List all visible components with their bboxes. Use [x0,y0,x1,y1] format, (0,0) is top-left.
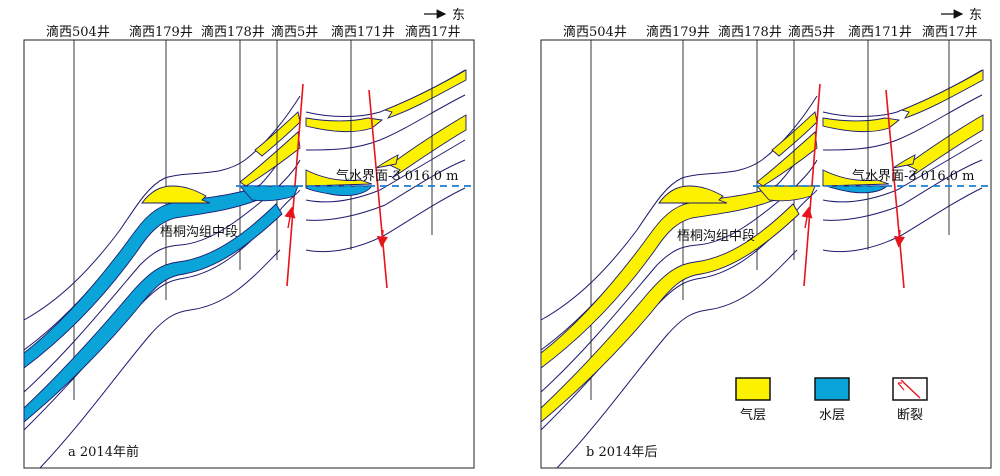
water-near-contact-right [828,185,889,194]
gas-layer-right-block [305,169,373,187]
water-layer-lower [23,203,283,423]
water-near-contact-right [305,185,373,197]
legend-gas-swatch [735,377,771,401]
legend-fault-swatch [892,377,928,401]
legend-fault-label: 断裂 [897,408,923,423]
gas-layer-lower [540,203,800,423]
gas-cap-crest [141,185,211,204]
panel-a [24,40,474,468]
legend-water-label: 水层 [819,408,845,423]
gas-layer-right-block [822,169,890,187]
gas-cap-crest [658,185,728,204]
water-near-contact-left [239,185,299,202]
legend-gas-label: 气层 [740,407,766,423]
legend-water-swatch [814,377,850,401]
gas-near-contact-left [756,185,816,202]
panel-b [541,40,991,468]
